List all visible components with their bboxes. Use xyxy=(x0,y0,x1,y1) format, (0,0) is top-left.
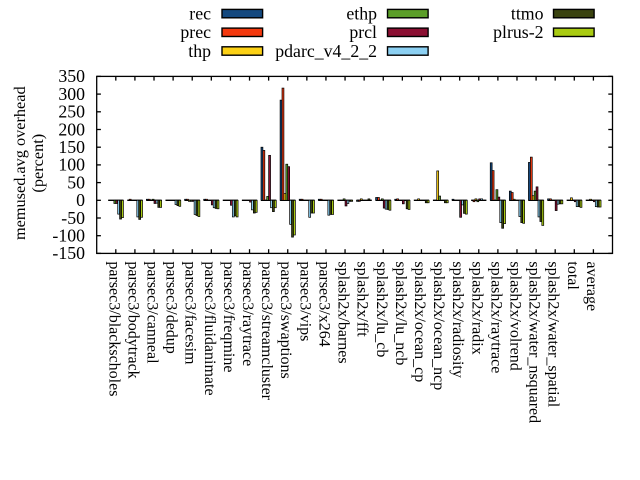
svg-text:parsec3/x264: parsec3/x264 xyxy=(315,261,332,346)
svg-text:splash2x/barnes: splash2x/barnes xyxy=(335,261,352,363)
svg-text:parsec3/streamcluster: parsec3/streamcluster xyxy=(258,261,275,400)
svg-text:splash2x/ocean_cp: splash2x/ocean_cp xyxy=(411,261,428,382)
svg-text:thp: thp xyxy=(188,41,211,61)
svg-text:parsec3/canneal: parsec3/canneal xyxy=(144,261,161,364)
svg-text:splash2x/water_spatial: splash2x/water_spatial xyxy=(545,261,562,407)
svg-text:50: 50 xyxy=(67,172,85,192)
svg-text:average: average xyxy=(583,261,600,311)
svg-text:(percent): (percent) xyxy=(28,134,47,193)
svg-text:splash2x/volrend: splash2x/volrend xyxy=(506,261,523,370)
svg-text:100: 100 xyxy=(58,155,85,175)
svg-text:250: 250 xyxy=(58,102,85,122)
svg-text:parsec3/swaptions: parsec3/swaptions xyxy=(277,261,294,378)
svg-text:splash2x/fft: splash2x/fft xyxy=(354,261,371,337)
svg-text:rec: rec xyxy=(189,3,211,23)
svg-text:prec: prec xyxy=(180,22,211,42)
svg-text:memused.avg overhead: memused.avg overhead xyxy=(10,86,29,240)
svg-text:parsec3/raytrace: parsec3/raytrace xyxy=(239,261,256,366)
svg-text:plrus-2: plrus-2 xyxy=(493,22,543,42)
svg-text:150: 150 xyxy=(58,137,85,157)
svg-text:ethp: ethp xyxy=(346,3,377,23)
svg-text:ttmo: ttmo xyxy=(511,3,544,23)
svg-text:splash2x/raytrace: splash2x/raytrace xyxy=(487,261,504,373)
svg-text:parsec3/freqmine: parsec3/freqmine xyxy=(220,261,237,372)
svg-text:splash2x/lu_cb: splash2x/lu_cb xyxy=(373,261,390,357)
svg-text:splash2x/ocean_ncp: splash2x/ocean_ncp xyxy=(430,261,447,390)
svg-text:0: 0 xyxy=(76,190,85,210)
svg-text:splash2x/radix: splash2x/radix xyxy=(468,261,485,354)
svg-text:prcl: prcl xyxy=(349,22,377,42)
svg-text:parsec3/blackscholes: parsec3/blackscholes xyxy=(105,261,122,396)
svg-text:-150: -150 xyxy=(52,243,85,263)
svg-text:parsec3/bodytrack: parsec3/bodytrack xyxy=(124,261,141,378)
svg-text:-50: -50 xyxy=(61,208,85,228)
svg-text:-100: -100 xyxy=(52,226,85,246)
svg-text:pdarc_v4_2_2: pdarc_v4_2_2 xyxy=(275,41,377,61)
svg-text:splash2x/water_nsquared: splash2x/water_nsquared xyxy=(526,261,543,423)
svg-text:parsec3/dedup: parsec3/dedup xyxy=(163,261,180,353)
svg-text:300: 300 xyxy=(58,84,85,104)
svg-text:total: total xyxy=(564,261,581,290)
svg-text:splash2x/lu_ncb: splash2x/lu_ncb xyxy=(392,261,409,365)
svg-text:parsec3/vips: parsec3/vips xyxy=(296,261,313,341)
svg-text:splash2x/radiosity: splash2x/radiosity xyxy=(449,261,466,377)
svg-text:200: 200 xyxy=(58,119,85,139)
svg-text:parsec3/fluidanimate: parsec3/fluidanimate xyxy=(201,261,218,395)
svg-text:350: 350 xyxy=(58,66,85,86)
svg-text:parsec3/facesim: parsec3/facesim xyxy=(182,261,199,365)
